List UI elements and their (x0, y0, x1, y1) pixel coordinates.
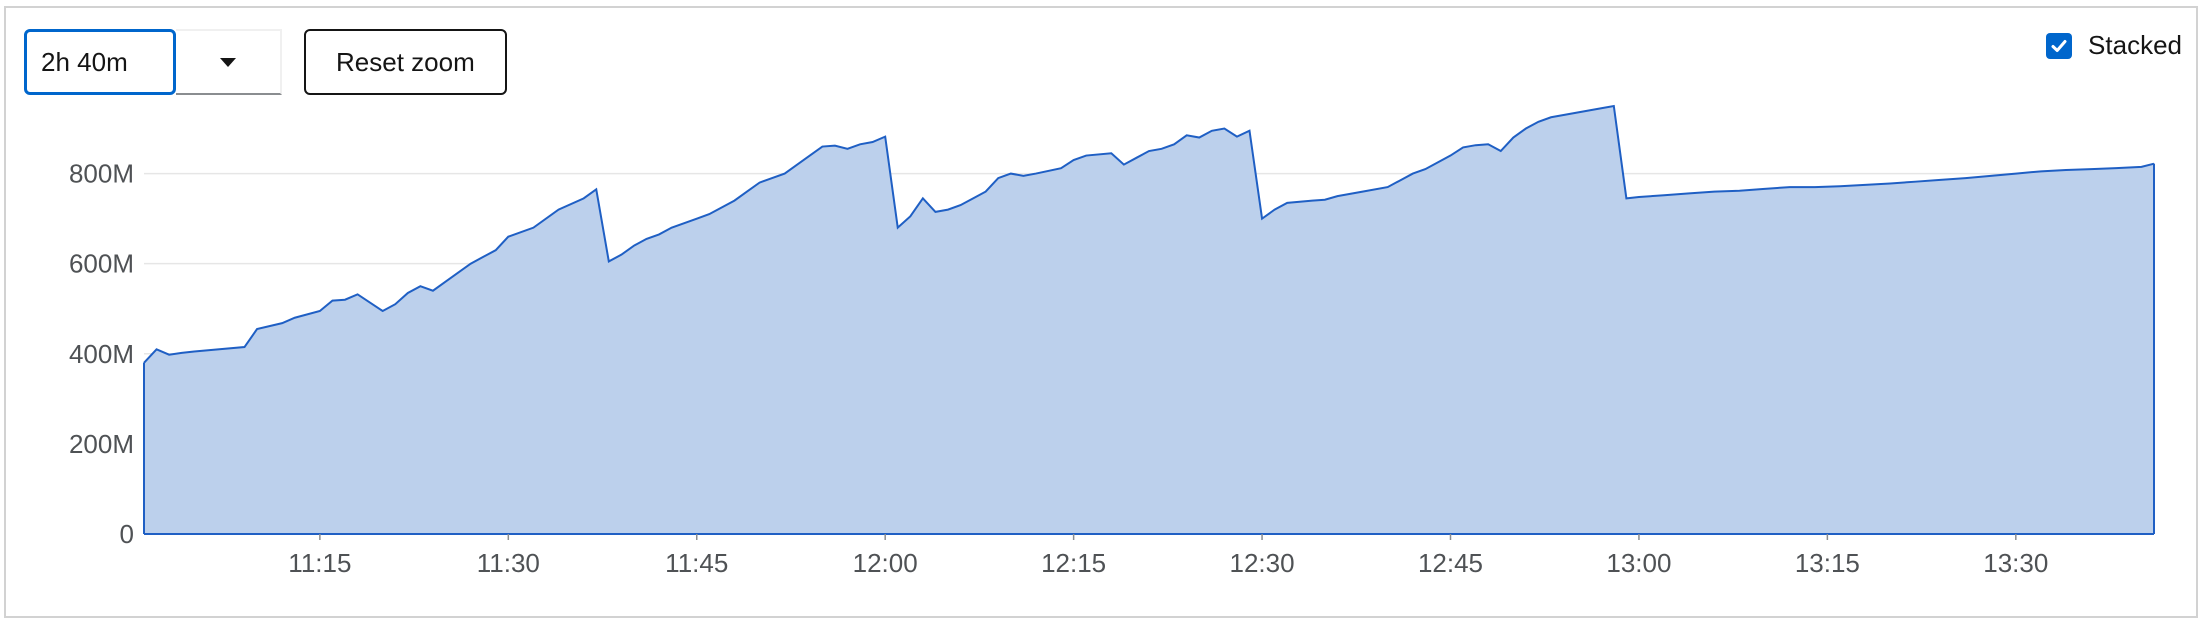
x-tick-label: 11:15 (288, 548, 351, 578)
x-tick-label: 11:30 (477, 548, 540, 578)
x-tick-label: 13:15 (1795, 548, 1860, 578)
stacked-label: Stacked (2088, 30, 2182, 60)
y-tick-label: 200M (69, 429, 134, 459)
y-tick-label: 0 (120, 519, 134, 549)
stacked-toggle[interactable]: Stacked (2046, 30, 2182, 61)
y-tick-label: 800M (69, 159, 134, 189)
checkmark-icon (2051, 39, 2067, 52)
y-tick-label: 400M (69, 339, 134, 369)
x-tick-label: 12:45 (1418, 548, 1483, 578)
duration-input[interactable] (24, 29, 176, 95)
x-tick-label: 12:00 (853, 548, 918, 578)
duration-toolbar: Reset zoom (24, 29, 507, 95)
x-tick-label: 11:45 (665, 548, 728, 578)
x-tick-label: 12:15 (1041, 548, 1106, 578)
x-tick-label: 12:30 (1230, 548, 1295, 578)
caret-down-icon (220, 57, 236, 67)
chart-panel (4, 6, 2198, 618)
y-tick-label: 600M (69, 249, 134, 279)
x-tick-label: 13:00 (1606, 548, 1671, 578)
duration-dropdown-toggle[interactable] (176, 29, 282, 95)
stacked-checkbox[interactable] (2046, 32, 2073, 59)
reset-zoom-button[interactable]: Reset zoom (304, 29, 507, 95)
x-tick-label: 13:30 (1983, 548, 2048, 578)
series-area (144, 106, 2154, 534)
series-line (143, 104, 2155, 364)
